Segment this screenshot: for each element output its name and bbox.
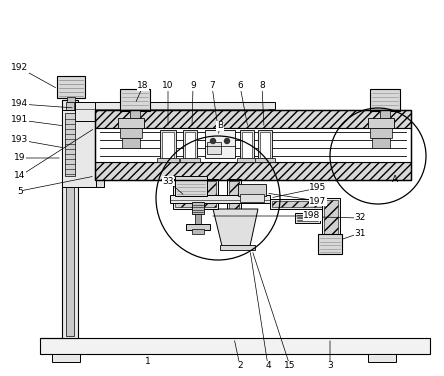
- Bar: [62, 179, 104, 187]
- Bar: [195, 214, 201, 224]
- Bar: [242, 132, 252, 158]
- Bar: [240, 130, 254, 160]
- Bar: [270, 199, 335, 209]
- Bar: [57, 76, 85, 98]
- Text: 8: 8: [259, 82, 265, 91]
- Text: 33: 33: [162, 176, 174, 185]
- Text: 192: 192: [12, 64, 28, 73]
- Bar: [40, 338, 430, 354]
- Bar: [75, 102, 275, 112]
- Bar: [322, 198, 340, 246]
- Bar: [66, 102, 74, 336]
- Bar: [175, 176, 207, 196]
- Bar: [186, 224, 210, 230]
- Circle shape: [225, 138, 230, 144]
- Bar: [62, 100, 78, 338]
- Polygon shape: [213, 209, 258, 246]
- Bar: [372, 138, 390, 148]
- Bar: [268, 109, 275, 115]
- Bar: [75, 102, 95, 121]
- Bar: [120, 128, 142, 138]
- Bar: [220, 245, 255, 250]
- Text: 1: 1: [145, 358, 151, 367]
- Text: 9: 9: [190, 82, 196, 91]
- Bar: [185, 132, 195, 158]
- Bar: [175, 181, 216, 207]
- Text: 15: 15: [284, 361, 296, 370]
- Bar: [272, 201, 333, 207]
- Text: 32: 32: [354, 214, 366, 223]
- Bar: [95, 128, 411, 162]
- Bar: [170, 195, 270, 203]
- Text: 7: 7: [209, 82, 215, 91]
- Bar: [255, 158, 275, 162]
- Text: 194: 194: [12, 100, 28, 109]
- Bar: [95, 110, 411, 128]
- Text: 3: 3: [327, 361, 333, 370]
- Bar: [227, 179, 241, 246]
- Text: 198: 198: [303, 211, 321, 220]
- Bar: [52, 354, 80, 362]
- Bar: [67, 97, 75, 102]
- Circle shape: [210, 138, 215, 144]
- Text: 10: 10: [162, 82, 174, 91]
- Bar: [118, 118, 144, 128]
- Text: 6: 6: [237, 82, 243, 91]
- Bar: [370, 128, 392, 138]
- Bar: [370, 89, 400, 111]
- Bar: [173, 179, 218, 209]
- Text: 4: 4: [265, 361, 271, 370]
- Bar: [324, 200, 338, 244]
- Bar: [207, 142, 221, 154]
- Text: 19: 19: [14, 153, 26, 162]
- Bar: [130, 110, 140, 119]
- Bar: [368, 118, 394, 128]
- Bar: [95, 162, 411, 180]
- Bar: [95, 110, 411, 180]
- Text: 14: 14: [14, 171, 26, 180]
- Bar: [65, 113, 75, 176]
- Text: 18: 18: [137, 82, 149, 91]
- Bar: [260, 132, 270, 158]
- Bar: [240, 194, 264, 202]
- Text: A: A: [392, 176, 398, 185]
- Text: 2: 2: [237, 361, 243, 370]
- Text: 195: 195: [309, 183, 327, 193]
- Bar: [258, 130, 272, 160]
- Bar: [368, 354, 396, 362]
- Bar: [122, 138, 140, 148]
- Bar: [183, 130, 197, 160]
- Text: 197: 197: [309, 197, 327, 206]
- Bar: [295, 213, 320, 223]
- Text: 31: 31: [354, 229, 366, 238]
- Bar: [229, 181, 239, 244]
- Bar: [62, 110, 96, 187]
- Bar: [120, 89, 150, 111]
- Text: B: B: [217, 121, 223, 130]
- Bar: [380, 110, 390, 119]
- Bar: [180, 158, 200, 162]
- Bar: [192, 229, 204, 234]
- Bar: [205, 130, 235, 158]
- Bar: [162, 132, 174, 158]
- Text: 191: 191: [12, 115, 28, 124]
- Bar: [192, 202, 204, 214]
- Bar: [160, 130, 176, 160]
- Text: 5: 5: [17, 186, 23, 196]
- Bar: [318, 234, 342, 254]
- Text: 193: 193: [12, 135, 28, 144]
- Bar: [238, 184, 266, 196]
- Bar: [157, 158, 179, 162]
- Bar: [237, 158, 257, 162]
